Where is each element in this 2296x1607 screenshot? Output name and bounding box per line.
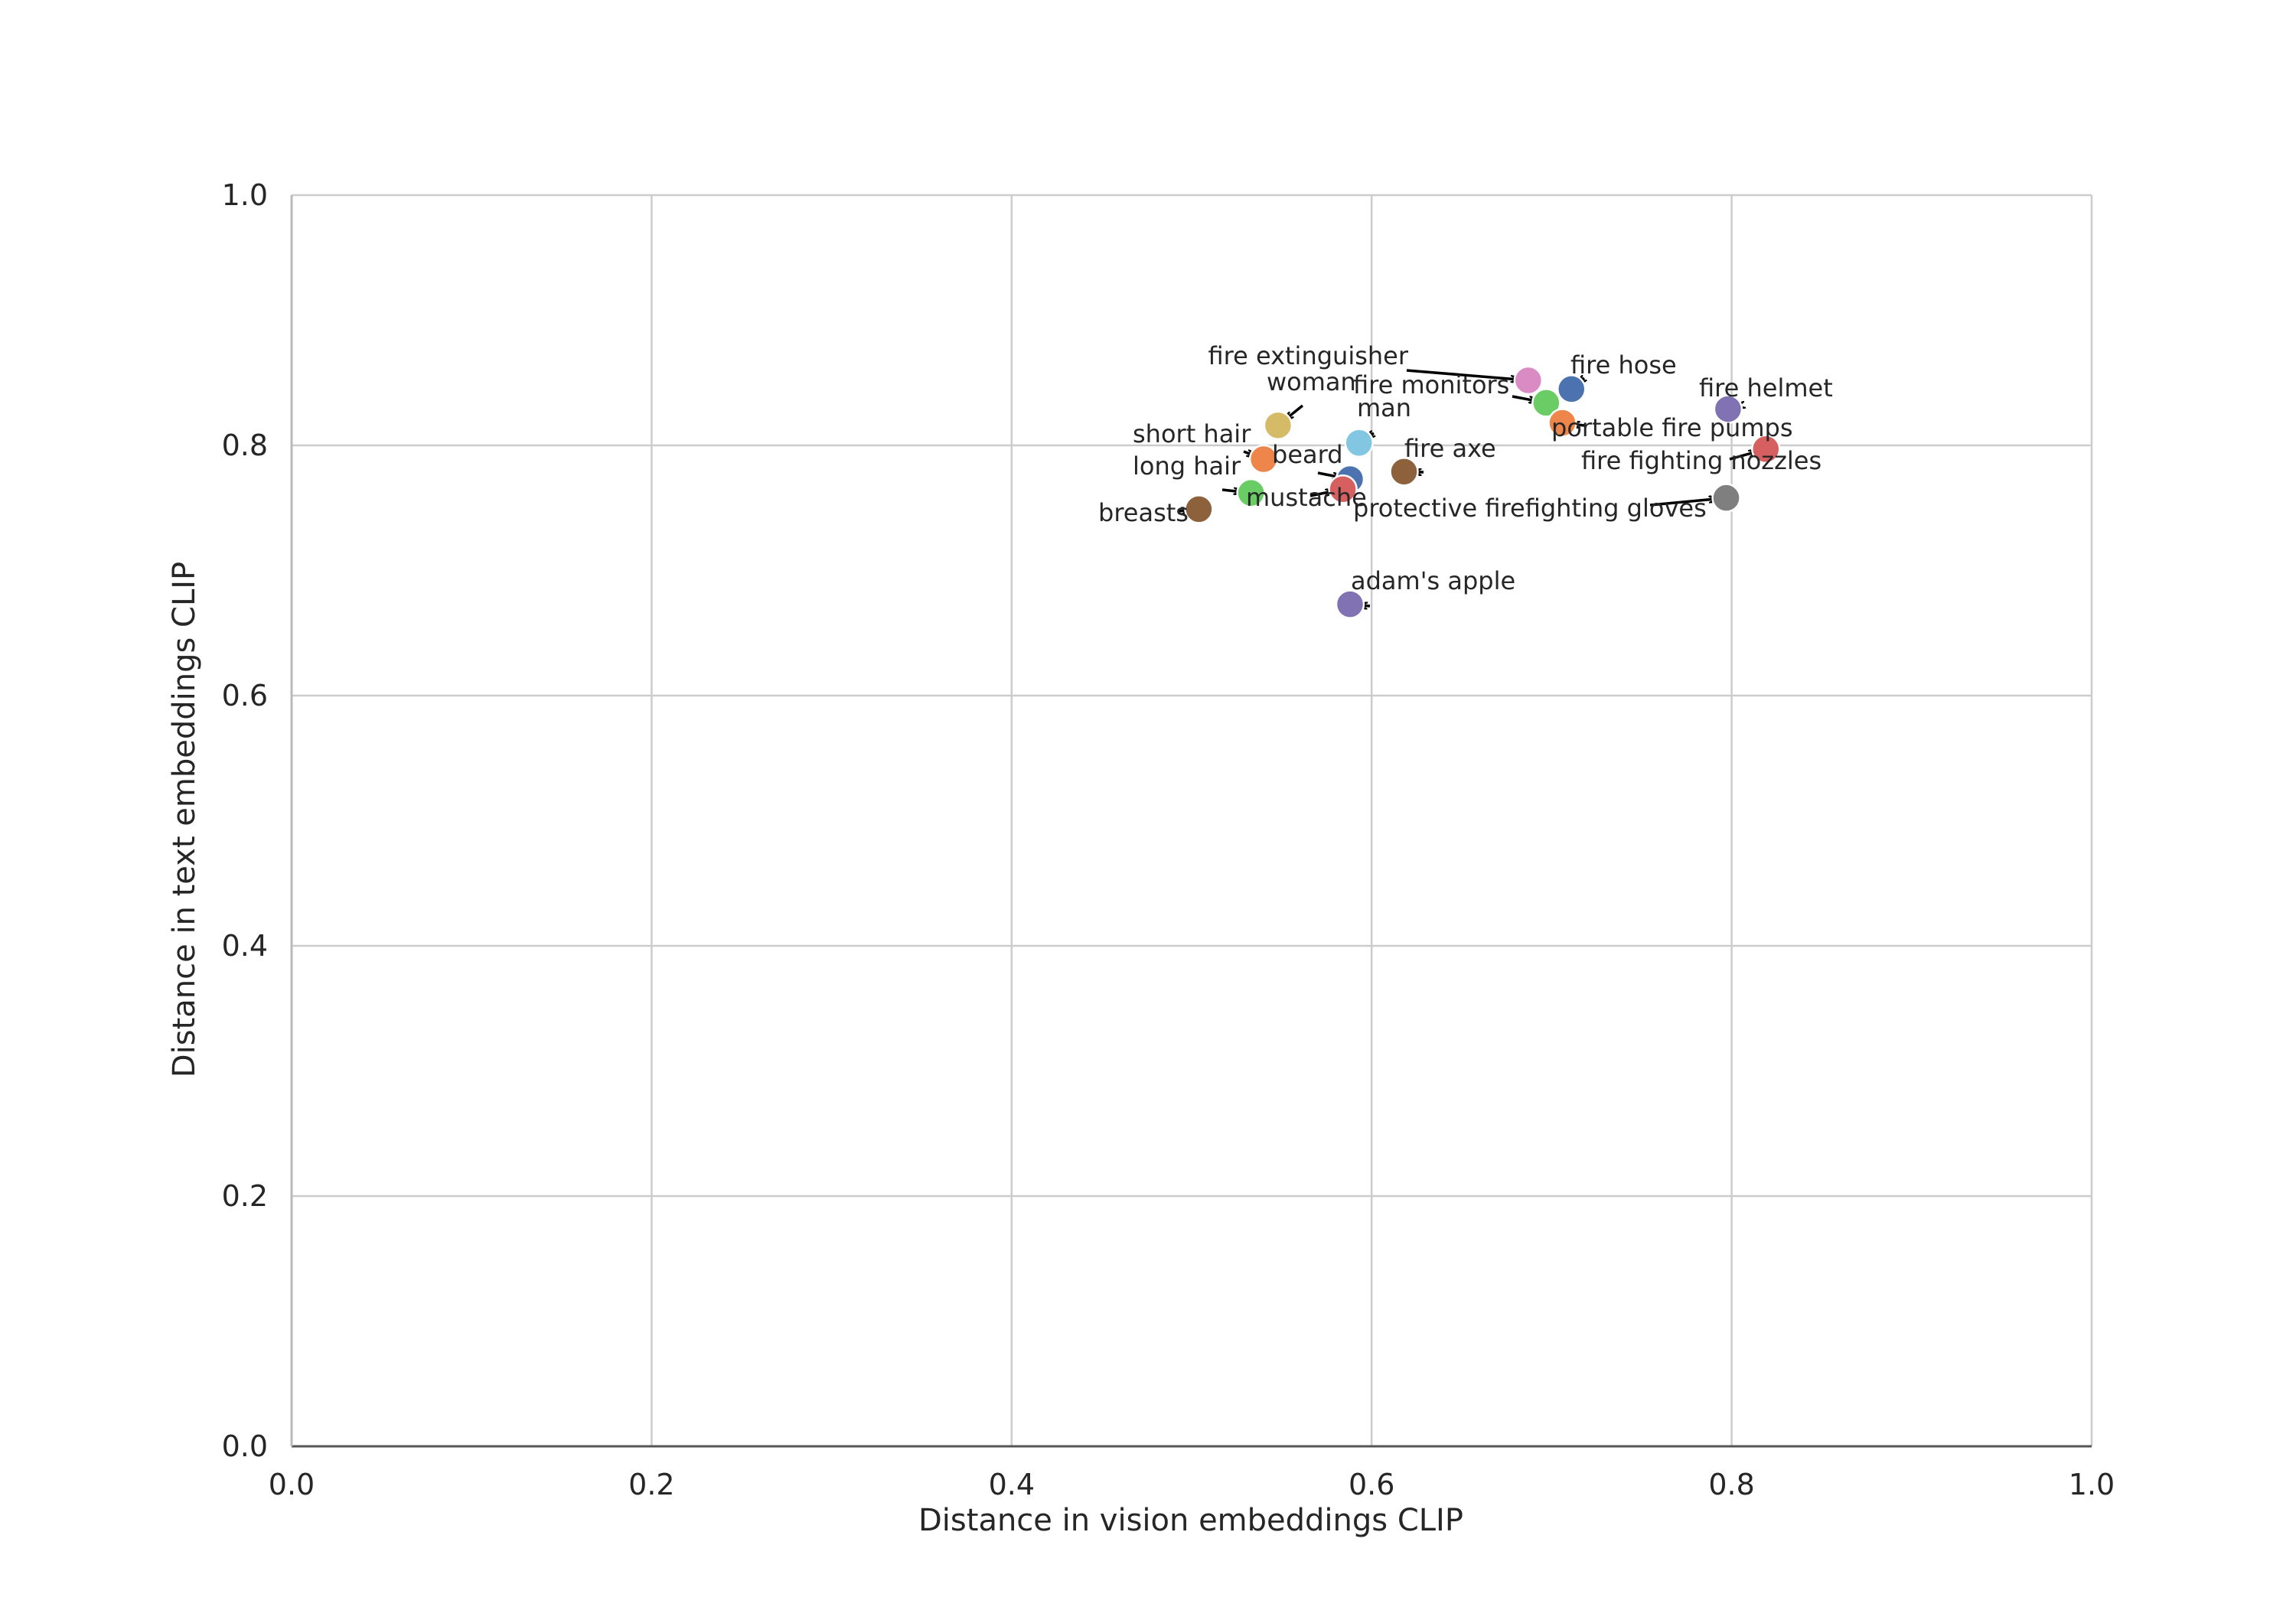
x-tick-label: 0.6 <box>1349 1468 1394 1501</box>
point-long-hair <box>1236 478 1266 508</box>
y-tick-label: 1.0 <box>222 178 268 212</box>
label-fire-fighting-nozzles: fire fighting nozzles <box>1581 446 1821 475</box>
point-fire-hose <box>1557 374 1587 404</box>
label-fire-hose: fire hose <box>1570 350 1677 380</box>
label-portable-fire-pumps: portable fire pumps <box>1551 413 1792 442</box>
tick-labels: 0.0 0.2 0.4 0.6 0.8 1.0 0.0 0.2 0.4 0.6 0.8 1.0 <box>222 178 2115 1501</box>
y-tick-label: 0.6 <box>222 679 268 712</box>
x-tick-label: 0.0 <box>269 1468 315 1501</box>
arrow-fire-fighting-nozzles <box>1729 452 1756 461</box>
y-tick-label: 0.2 <box>222 1179 268 1213</box>
label-fire-axe: fire axe <box>1404 434 1496 463</box>
label-long-hair: long hair <box>1133 451 1241 481</box>
label-fire-helmet: fire helmet <box>1699 373 1833 403</box>
label-mustache: mustache <box>1246 483 1367 512</box>
x-tick-label: 0.4 <box>989 1468 1035 1501</box>
x-axis-title: Distance in vision embeddings CLIP <box>918 1503 1463 1538</box>
grid <box>290 194 2093 1448</box>
y-tick-label: 0.8 <box>222 429 268 462</box>
label-adam-s-apple: adam's apple <box>1351 566 1515 595</box>
point-breasts <box>1184 494 1214 524</box>
label-breasts: breasts <box>1098 498 1189 527</box>
point-portable-fire-pumps <box>1548 408 1577 438</box>
point-short-hair <box>1248 444 1279 474</box>
point-fire-extinguisher <box>1513 365 1544 396</box>
y-tick-label: 0.0 <box>222 1429 268 1463</box>
point-man <box>1344 428 1374 458</box>
annotations <box>1178 369 1756 606</box>
point-fire-axe <box>1389 457 1419 487</box>
label-short-hair: short hair <box>1133 419 1251 448</box>
label-protective-firefighting-gloves: protective firefighting gloves <box>1353 494 1707 523</box>
label-man: man <box>1357 393 1411 422</box>
point-fire-fighting-nozzles <box>1751 434 1781 464</box>
point-fire-monitors <box>1531 388 1561 418</box>
point-labels: fire extinguisher fire hose fire monitors f… <box>1098 341 1833 595</box>
point-protective-firefighting-gloves <box>1711 483 1741 513</box>
arrow-protective-firefighting-gloves <box>1649 499 1716 507</box>
y-tick-label: 0.4 <box>222 929 268 963</box>
label-fire-monitors: fire monitors <box>1353 370 1509 399</box>
point-mustache <box>1328 474 1358 504</box>
label-beard: beard <box>1272 440 1343 469</box>
x-tick-label: 0.2 <box>628 1468 674 1501</box>
label-woman: woman <box>1267 367 1356 396</box>
x-tick-label: 0.8 <box>1708 1468 1754 1501</box>
point-fire-helmet <box>1713 394 1743 424</box>
x-tick-label: 1.0 <box>2069 1468 2115 1501</box>
y-axis-title: Distance in text embeddings CLIP <box>167 562 202 1077</box>
arrow-fire-extinguisher <box>1406 369 1518 380</box>
point-adam-s-apple <box>1335 589 1365 619</box>
label-fire-extinguisher: fire extinguisher <box>1208 341 1408 370</box>
data-points <box>1184 365 1781 619</box>
point-woman <box>1263 410 1293 441</box>
